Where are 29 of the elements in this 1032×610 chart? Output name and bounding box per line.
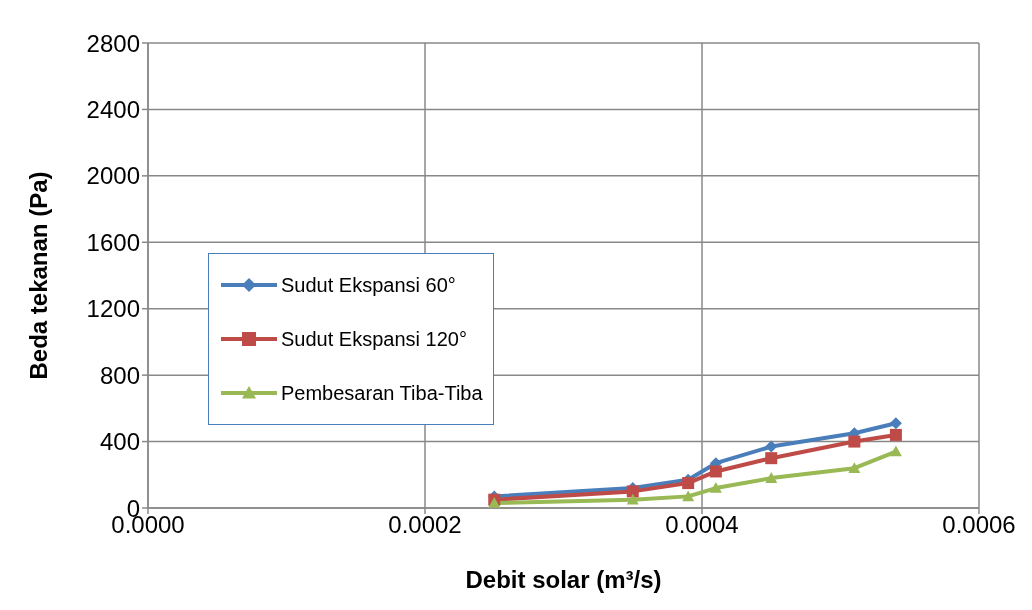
point [889, 445, 902, 457]
point [626, 493, 639, 505]
x-tick-label: 0.0006 [942, 511, 1016, 539]
y-tick-label: 1600 [86, 228, 140, 256]
point [848, 435, 861, 448]
x-tick-label: 0.0004 [665, 511, 739, 539]
legend-label: Sudut Ekspansi 120° [281, 327, 467, 351]
y-tick-label: 800 [99, 361, 140, 389]
x-tick-label: 0.0002 [388, 511, 462, 539]
legend-label: Sudut Ekspansi 60° [281, 273, 456, 297]
point [765, 452, 778, 465]
y-tick-label: 2000 [86, 162, 140, 190]
x-axis-title: Debit solar (m³/s) [465, 566, 662, 593]
point [848, 462, 861, 473]
point [765, 440, 778, 453]
point [488, 497, 501, 508]
point [889, 428, 902, 441]
y-tick-label: 2800 [86, 29, 140, 57]
point [682, 477, 695, 490]
point [709, 465, 722, 478]
point [709, 482, 722, 493]
y-tick-label: 400 [99, 428, 140, 456]
y-axis-title: Beda tekanan (Pa) [24, 171, 52, 380]
point [889, 417, 902, 430]
point [765, 472, 778, 483]
legend-label: Pembesaran Tiba-Tiba [281, 381, 483, 405]
y-tick-label: 2400 [86, 95, 140, 123]
point [682, 490, 695, 502]
y-tick-label: 1200 [86, 295, 140, 323]
